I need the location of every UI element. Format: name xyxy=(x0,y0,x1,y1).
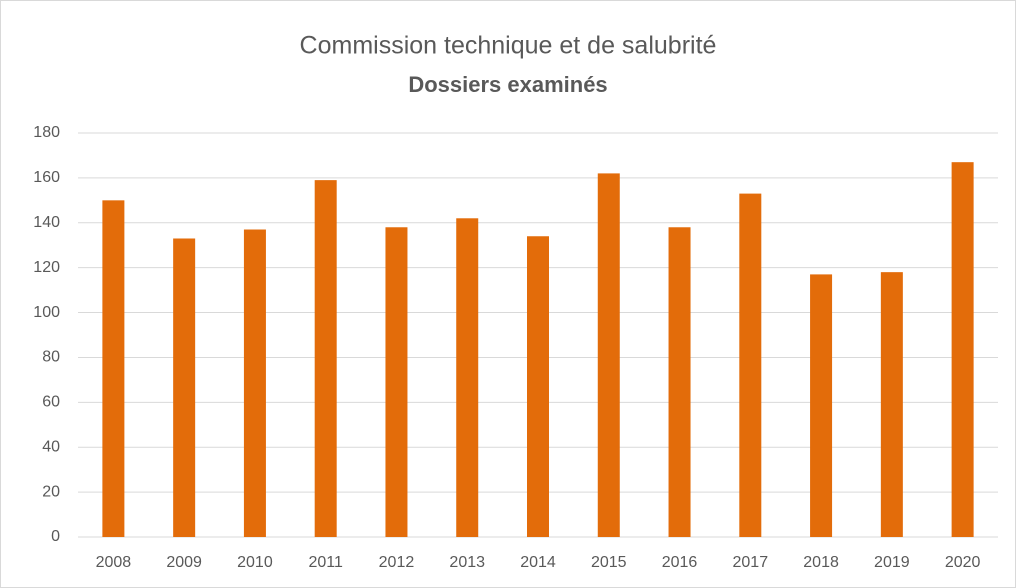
bar xyxy=(597,173,620,537)
y-tick-label: 140 xyxy=(33,214,60,231)
x-tick-label: 2009 xyxy=(166,554,202,571)
y-tick-label: 180 xyxy=(33,124,60,141)
x-tick-label: 2011 xyxy=(308,554,343,571)
x-tick-label: 2020 xyxy=(945,554,981,571)
x-tick-label: 2017 xyxy=(733,554,769,571)
bar xyxy=(314,180,337,537)
y-tick-label: 20 xyxy=(42,483,60,500)
bar xyxy=(385,227,408,537)
bar xyxy=(243,229,266,537)
bar xyxy=(810,274,833,537)
bar xyxy=(456,218,479,538)
x-tick-label: 2010 xyxy=(237,554,273,571)
y-tick-label: 100 xyxy=(33,304,60,321)
x-tick-label: 2014 xyxy=(520,554,556,571)
chart-title: Commission technique et de salubrité xyxy=(300,32,717,60)
x-tick-label: 2015 xyxy=(591,554,627,571)
x-tick-label: 2012 xyxy=(379,554,415,571)
bar xyxy=(739,193,762,537)
bar xyxy=(951,162,974,537)
y-tick-label: 120 xyxy=(33,259,60,276)
x-tick-label: 2019 xyxy=(874,554,910,571)
x-tick-label: 2008 xyxy=(96,554,132,571)
bar xyxy=(527,236,549,537)
x-tick-label: 2018 xyxy=(803,554,839,571)
x-tick-label: 2013 xyxy=(449,554,485,571)
x-tick-label: 2016 xyxy=(662,554,698,571)
y-tick-label: 40 xyxy=(42,438,60,455)
bar xyxy=(102,200,125,538)
bar xyxy=(880,272,903,537)
y-tick-label: 160 xyxy=(33,169,60,186)
bar xyxy=(173,238,196,537)
chart-subtitle: Dossiers examinés xyxy=(408,72,607,97)
y-tick-label: 80 xyxy=(42,349,60,366)
bar xyxy=(668,227,691,537)
y-tick-label: 0 xyxy=(51,528,60,545)
y-tick-label: 60 xyxy=(42,394,60,411)
